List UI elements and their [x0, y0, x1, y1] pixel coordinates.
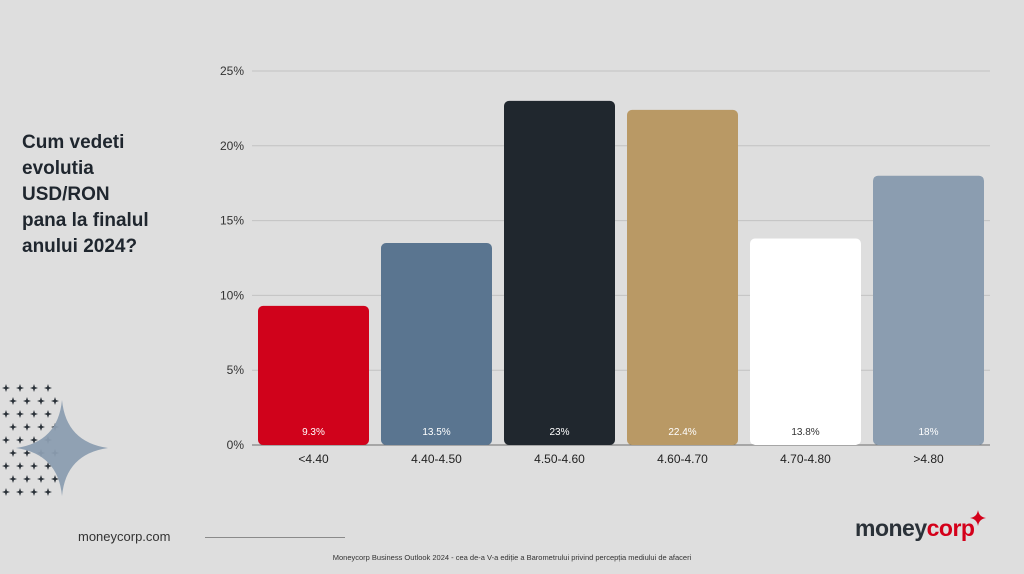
bar	[627, 109, 738, 446]
bar-value-label: 22.4%	[668, 427, 696, 438]
logo-star-icon	[970, 510, 986, 526]
logo-text-corp: corp	[926, 515, 975, 541]
bar-value-label: 9.3%	[302, 427, 325, 438]
question-line: anului 2024?	[22, 236, 138, 257]
footer-caption: Moneycorp Business Outlook 2024 - cea de…	[332, 553, 692, 562]
bar	[504, 100, 615, 446]
question-title: Cum vedeti evolutia USD/RON pana la fina…	[22, 130, 192, 260]
x-tick-label: 4.60-4.70	[657, 452, 708, 466]
question-line: pana la finalul	[22, 210, 149, 231]
bar	[750, 238, 861, 445]
question-line: evolutia	[22, 158, 94, 179]
bar-value-label: 23%	[549, 427, 569, 438]
x-tick-label: >4.80	[913, 452, 944, 466]
footer-divider	[205, 537, 345, 538]
bar-value-label: 13.8%	[791, 427, 819, 438]
y-tick-label: 20%	[220, 139, 244, 153]
question-line: USD/RON	[22, 184, 110, 205]
question-line: Cum vedeti	[22, 132, 125, 153]
decorative-stars-icon	[2, 384, 108, 496]
logo-text-money: money	[855, 515, 927, 541]
footer-url: moneycorp.com	[78, 529, 171, 544]
bar	[381, 243, 492, 445]
y-tick-label: 10%	[220, 288, 244, 302]
y-tick-label: 5%	[227, 363, 245, 377]
y-tick-label: 25%	[220, 64, 244, 78]
bar-value-label: 13.5%	[422, 427, 450, 438]
x-tick-label: 4.70-4.80	[780, 452, 831, 466]
x-tick-label: 4.50-4.60	[534, 452, 585, 466]
bar	[873, 175, 984, 445]
y-tick-label: 0%	[227, 438, 245, 452]
bar-chart: 0% 5% 10% 15% 20% 25% 9.3% <4.40 13.5% 4.40-4.50 2…	[220, 64, 990, 466]
y-tick-label: 15%	[220, 214, 244, 228]
moneycorp-logo: moneycorp	[855, 514, 975, 542]
bar-value-label: 18%	[918, 427, 938, 438]
x-tick-label: 4.40-4.50	[411, 452, 462, 466]
bar	[258, 305, 369, 445]
x-tick-label: <4.40	[298, 452, 329, 466]
